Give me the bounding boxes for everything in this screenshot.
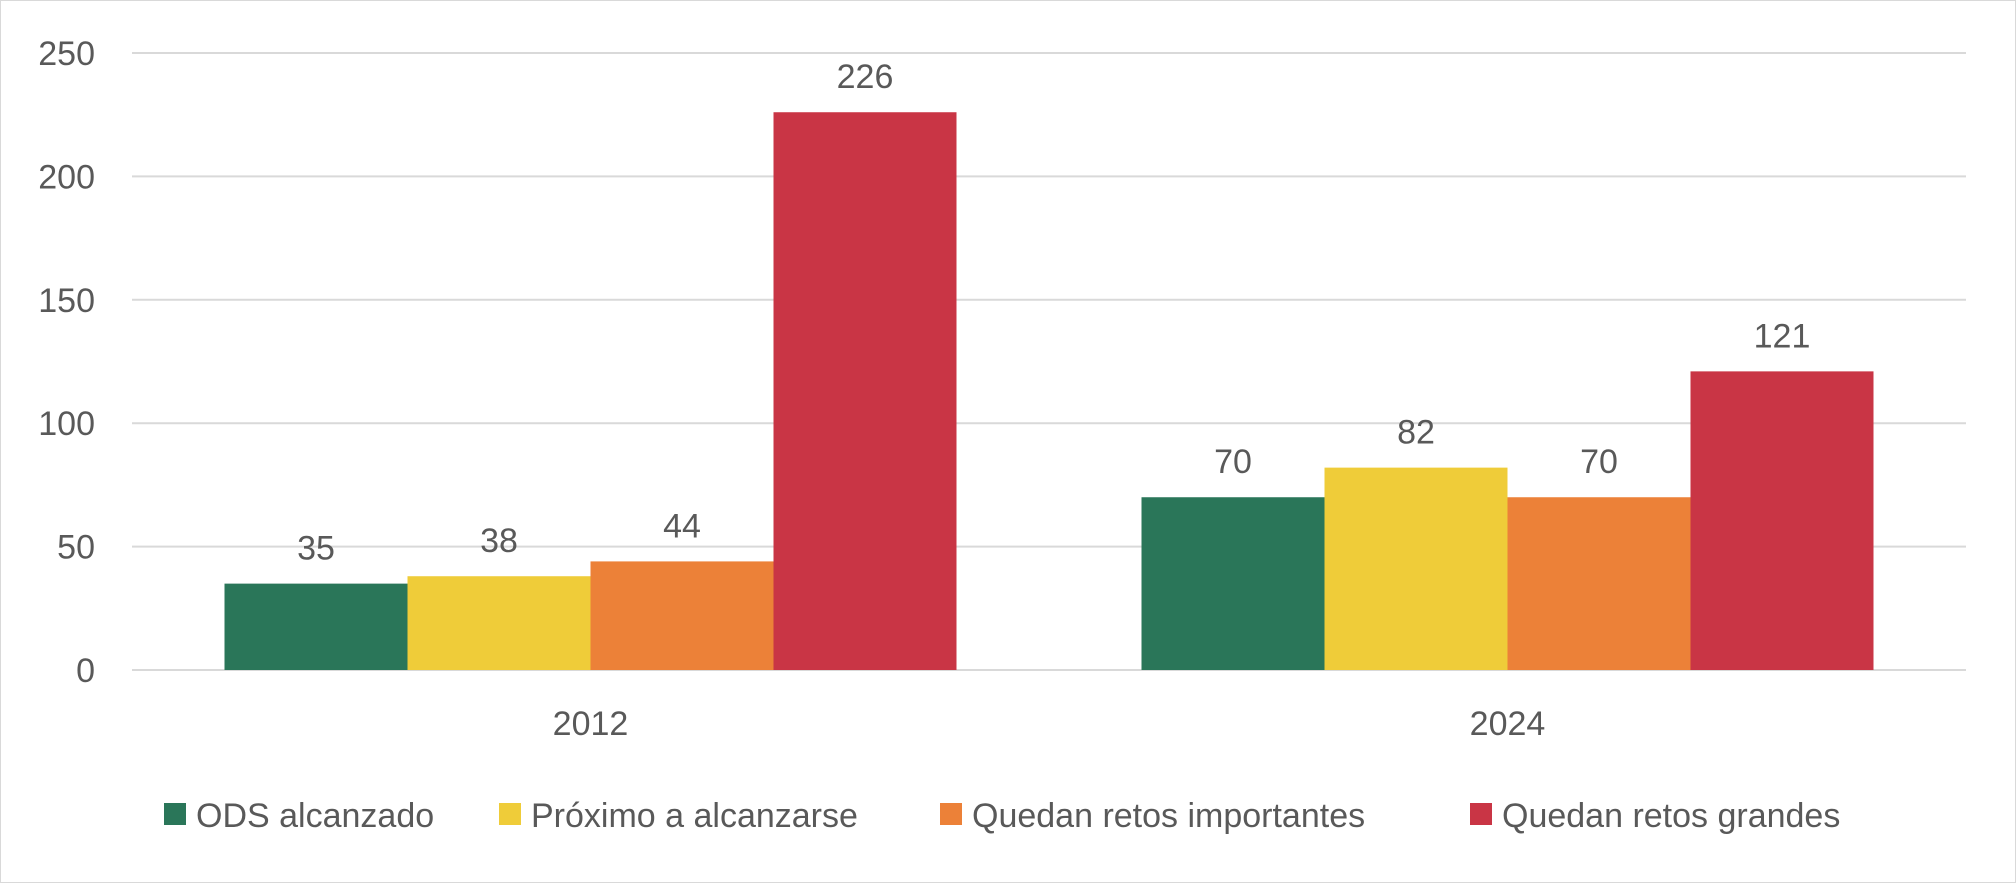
y-tick-label: 200 (38, 158, 95, 196)
legend-label: ODS alcanzado (196, 797, 434, 835)
data-label: 35 (297, 530, 335, 568)
y-tick-label: 100 (38, 405, 95, 443)
y-tick-label: 50 (57, 529, 95, 567)
x-tick-label: 2024 (1470, 705, 1546, 743)
data-label: 121 (1754, 317, 1811, 355)
legend: ODS alcanzado Próximo a alcanzarse Quedan … (164, 797, 1840, 835)
data-label: 70 (1214, 443, 1252, 481)
legend-swatch (499, 803, 521, 825)
y-tick-label: 0 (76, 652, 95, 690)
legend-swatch (1470, 803, 1492, 825)
bar-2024-1 (1141, 497, 1325, 670)
x-axis-ticks: 2012 2024 (553, 705, 1546, 743)
bar-2024-2 (1324, 467, 1508, 670)
bar-2012-4 (773, 112, 957, 671)
bars (224, 112, 1874, 671)
data-label: 82 (1397, 414, 1435, 452)
bar-2012-2 (407, 576, 591, 670)
bar-2024-3 (1507, 497, 1691, 670)
bar-2012-3 (590, 561, 774, 670)
data-label: 226 (837, 58, 894, 96)
legend-label: Quedan retos grandes (1502, 797, 1840, 835)
data-label: 44 (663, 507, 701, 545)
legend-label: Próximo a alcanzarse (531, 797, 858, 835)
y-tick-label: 250 (38, 35, 95, 73)
x-tick-label: 2012 (553, 705, 629, 743)
data-label: 70 (1580, 443, 1618, 481)
y-tick-label: 150 (38, 282, 95, 320)
legend-swatch (940, 803, 962, 825)
data-labels: 35 38 44 226 70 82 70 121 (297, 58, 1810, 567)
legend-swatch (164, 803, 186, 825)
y-axis-ticks: 0 50 100 150 200 250 (38, 35, 95, 690)
legend-label: Quedan retos importantes (972, 797, 1365, 835)
bar-2024-4 (1690, 371, 1874, 670)
bar-2012-1 (224, 583, 408, 670)
data-label: 38 (480, 522, 518, 560)
